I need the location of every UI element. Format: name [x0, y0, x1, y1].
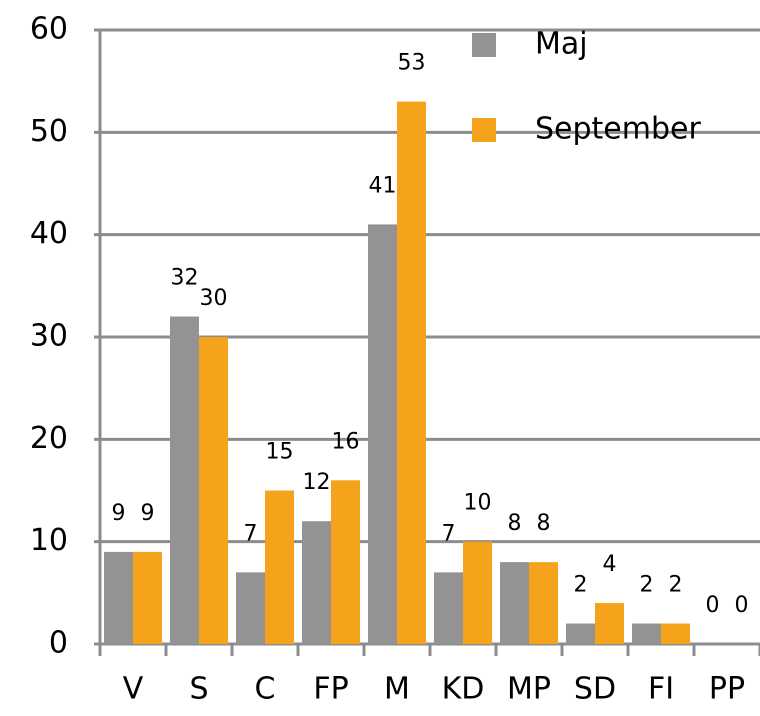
y-tick-label: 10 [30, 523, 68, 558]
bar [500, 562, 529, 644]
y-tick-label: 40 [30, 216, 68, 251]
data-label: 0 [706, 593, 720, 618]
bar [661, 623, 690, 644]
data-label: 41 [369, 173, 397, 198]
x-tick-label: SD [574, 672, 616, 707]
bar [265, 490, 294, 644]
x-tick-label: FP [313, 672, 348, 707]
bar [331, 480, 360, 644]
data-label: 15 [266, 440, 294, 465]
data-label: 32 [171, 266, 199, 291]
legend-swatch [472, 33, 496, 57]
data-label: 9 [112, 501, 126, 526]
y-tick-label: 60 [30, 12, 68, 47]
bar [302, 521, 331, 644]
data-label: 2 [574, 573, 588, 598]
legend-label: Maj [535, 27, 588, 62]
bar [529, 562, 558, 644]
bar [199, 337, 228, 644]
data-label: 30 [200, 286, 228, 311]
data-label: 8 [537, 511, 551, 536]
bar [368, 224, 397, 644]
data-label: 2 [640, 573, 654, 598]
data-label: 0 [735, 593, 749, 618]
bar [133, 551, 162, 644]
bar [632, 623, 661, 644]
data-label: 8 [508, 511, 522, 536]
bar [104, 551, 133, 644]
y-tick-label: 20 [30, 421, 68, 456]
data-label: 10 [464, 491, 492, 516]
x-tick-label: MP [507, 672, 551, 707]
legend-label: September [535, 112, 701, 147]
data-label: 2 [669, 573, 683, 598]
y-tick-label: 30 [30, 319, 68, 354]
x-tick-label: M [384, 672, 410, 707]
x-tick-label: V [123, 672, 144, 707]
bar [566, 623, 595, 644]
y-tick-label: 0 [49, 626, 68, 661]
bar [463, 541, 492, 644]
x-tick-label: FI [648, 672, 674, 707]
legend-swatch [472, 118, 496, 142]
bar [595, 603, 624, 644]
data-label: 7 [442, 521, 456, 546]
data-label: 16 [332, 429, 360, 454]
bar [397, 101, 426, 645]
x-tick-label: C [255, 672, 276, 707]
x-tick-label: KD [442, 672, 485, 707]
x-tick-label: PP [709, 672, 745, 707]
bar [434, 572, 463, 644]
y-tick-label: 50 [30, 114, 68, 149]
data-label: 53 [398, 51, 426, 76]
data-label: 9 [141, 501, 155, 526]
data-label: 12 [303, 470, 331, 495]
data-label: 7 [244, 521, 258, 546]
bar [236, 572, 265, 644]
x-tick-label: S [189, 672, 208, 707]
bar [170, 316, 199, 644]
data-label: 4 [603, 552, 617, 577]
